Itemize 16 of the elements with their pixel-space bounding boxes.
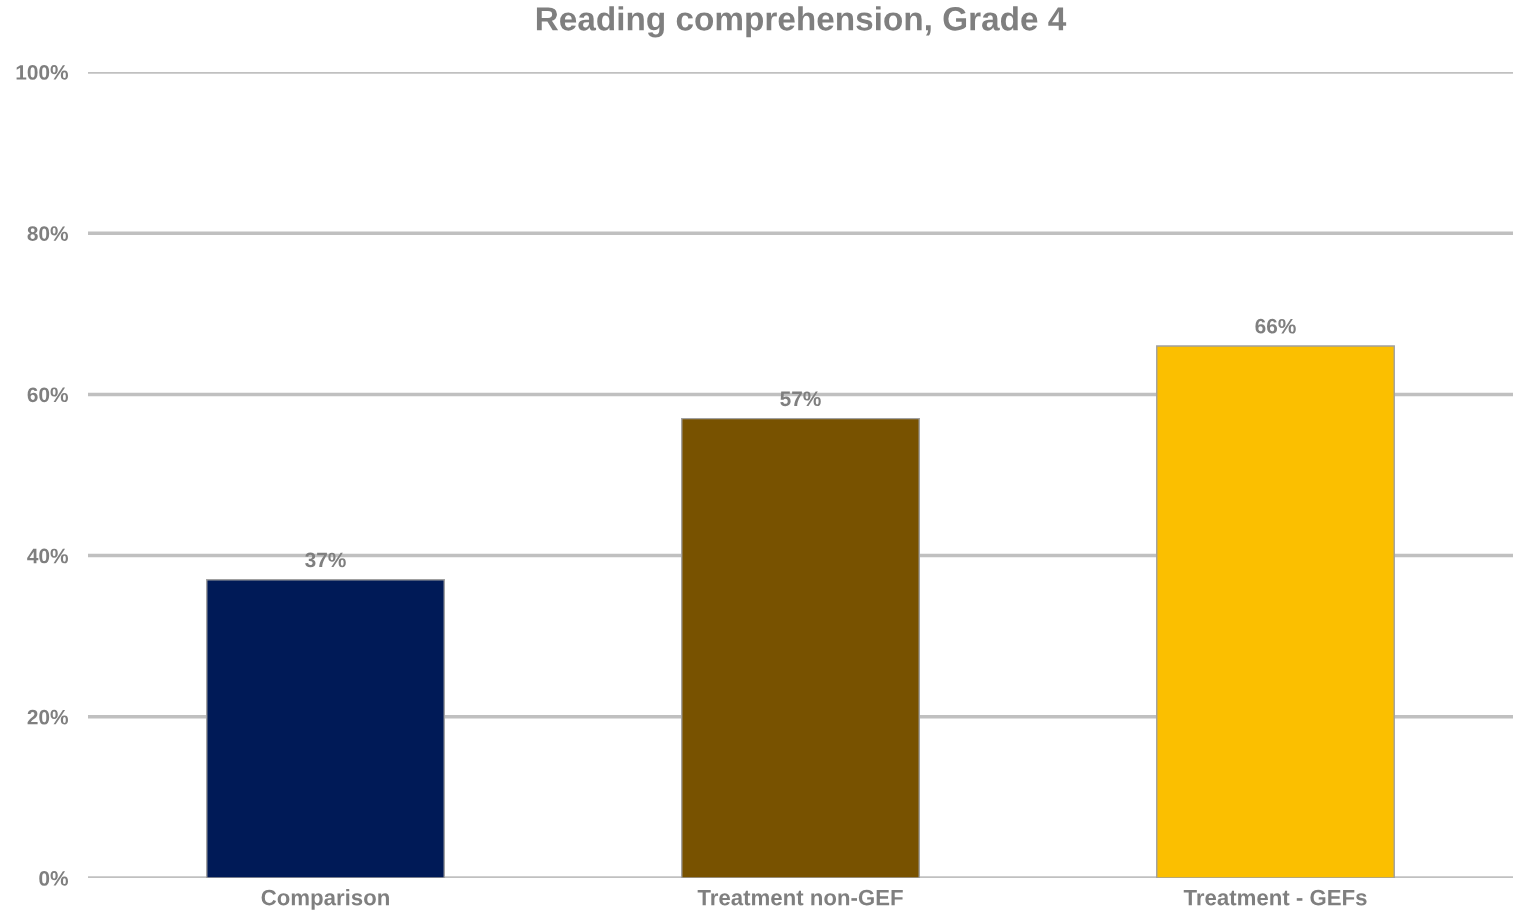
y-tick-label: 60% [27,387,69,403]
bar [206,579,445,878]
data-label: 57% [780,391,821,407]
chart-title: Reading comprehension, Grade 4 [536,6,1067,38]
x-tick-label: Comparison [261,889,389,910]
y-tick-label: 100% [16,65,69,80]
x-tick-label: Treatment non-GEF [697,889,903,906]
y-tick-label: 0% [39,871,69,886]
y-tick-label: 20% [27,709,69,725]
data-label: 66% [1255,318,1296,334]
bar [681,417,920,878]
bar [1156,345,1395,878]
y-tick-label: 40% [27,548,69,564]
data-label: 37% [305,552,346,568]
y-tick-label: 80% [27,226,69,241]
x-tick-label: Treatment - GEFs [1183,889,1367,906]
